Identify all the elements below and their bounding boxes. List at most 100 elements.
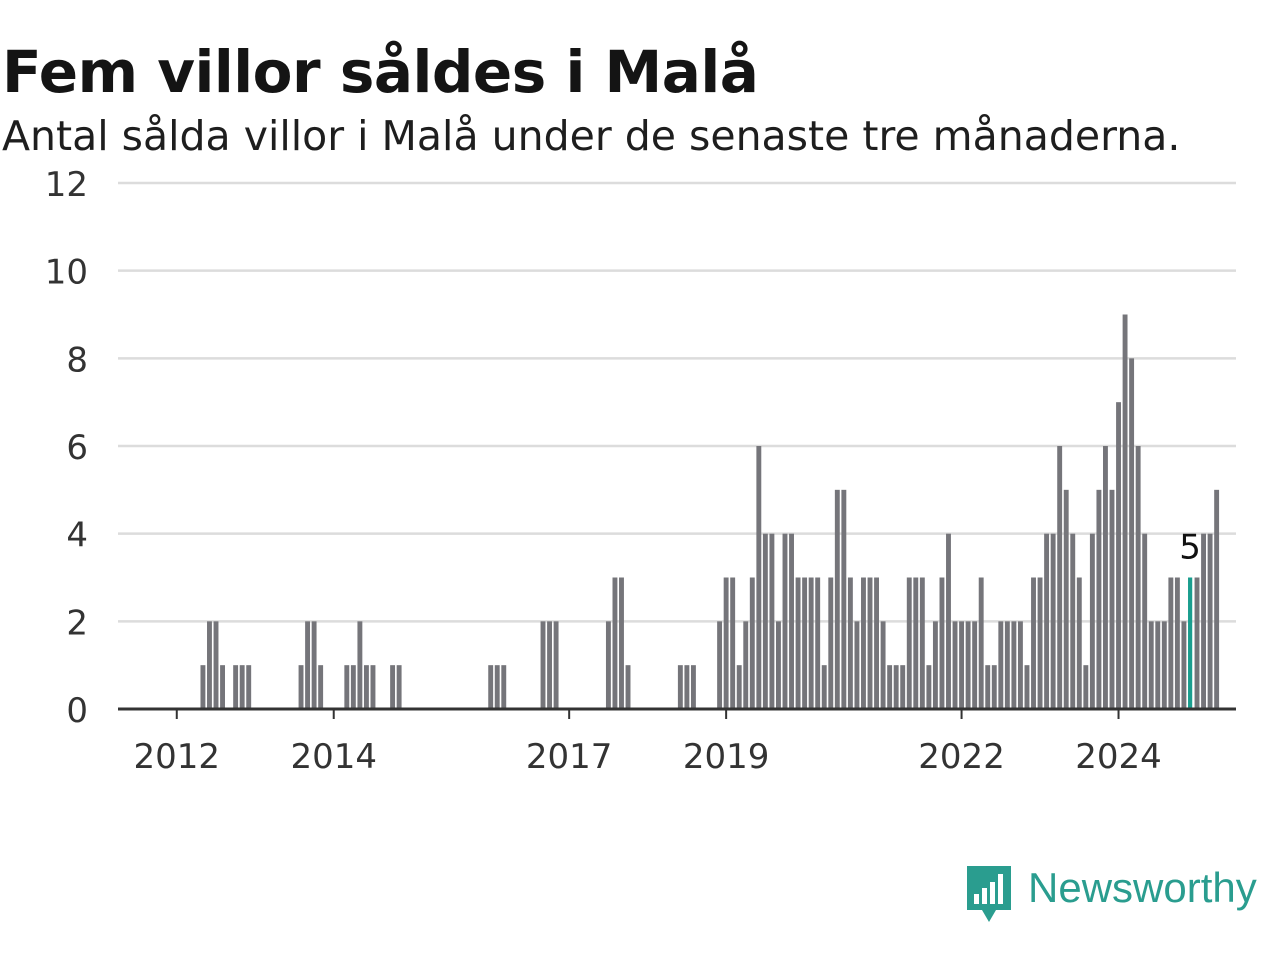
bar (874, 577, 879, 709)
bar (246, 665, 252, 709)
brand-logo: Newsworthy (964, 864, 1257, 926)
highlight-value-label: 5 (1179, 528, 1201, 568)
bar (1194, 577, 1200, 709)
bar (677, 665, 683, 709)
bar (932, 621, 938, 709)
bar (880, 621, 886, 709)
bar (815, 577, 821, 709)
bar-chart: 0 2 4 6 8 10 12 2012 2014 2017 2019 2022 2024 5 (45, 165, 1236, 777)
bar (625, 665, 631, 709)
bar (357, 621, 363, 709)
x-tick-label: 2024 (1075, 737, 1162, 777)
bar (959, 621, 965, 709)
bar (1103, 446, 1108, 709)
bar (1161, 621, 1167, 709)
bar (952, 621, 958, 709)
bar (684, 665, 690, 709)
bar (946, 533, 951, 709)
bar (730, 577, 736, 709)
chart-title: Fem villor såldes i Malå (2, 38, 759, 106)
y-tick-label: 6 (66, 428, 88, 468)
bar (200, 665, 206, 709)
bar (1148, 621, 1154, 709)
bar (396, 665, 402, 709)
bar (965, 621, 971, 709)
bar (893, 665, 899, 709)
bar (795, 577, 801, 709)
bar (841, 489, 847, 709)
bar (854, 621, 860, 709)
bar (619, 577, 624, 709)
bar (1207, 533, 1213, 709)
y-tick-label: 4 (66, 516, 88, 556)
bar (1057, 446, 1063, 709)
bar (978, 577, 984, 709)
bar (1011, 621, 1017, 709)
y-tick-label: 0 (66, 691, 88, 731)
bar (612, 577, 618, 709)
bar (723, 577, 729, 709)
bar (782, 533, 788, 709)
bar (1109, 489, 1115, 709)
bar (305, 621, 311, 709)
bar (1181, 621, 1187, 709)
bar (363, 665, 369, 709)
bar (1076, 577, 1082, 709)
bar (1214, 489, 1220, 709)
bar (939, 577, 945, 709)
bar (867, 577, 873, 709)
bar (998, 621, 1004, 709)
bar (991, 665, 997, 709)
bar (1142, 533, 1148, 709)
bar (887, 665, 893, 709)
bar (213, 621, 219, 709)
bar (233, 665, 239, 709)
bar (769, 533, 775, 709)
bar (900, 665, 906, 709)
x-tick-label: 2019 (683, 737, 770, 777)
chart-subtitle: Antal sålda villor i Malå under de senas… (2, 112, 1181, 160)
bar (717, 621, 723, 709)
bar (821, 665, 827, 709)
bar (808, 577, 814, 709)
bar (488, 665, 494, 709)
x-tick-label: 2017 (526, 737, 613, 777)
bar (789, 533, 794, 709)
bar (1096, 489, 1102, 709)
bar (553, 621, 559, 709)
x-tick-label: 2012 (134, 737, 221, 777)
bar (802, 577, 808, 709)
bar (1037, 577, 1043, 709)
bar (1201, 533, 1206, 709)
bar (913, 577, 919, 709)
bar (390, 665, 396, 709)
y-tick-label: 2 (66, 603, 88, 643)
x-tick-label: 2022 (918, 737, 1005, 777)
bar (494, 665, 500, 709)
gridlines (118, 181, 1236, 623)
bar (540, 621, 546, 709)
annotations: 5 (1179, 528, 1201, 568)
bar (1129, 358, 1135, 709)
bar (344, 665, 350, 709)
x-tick-label: 2014 (290, 737, 377, 777)
bar (749, 577, 755, 709)
bar (834, 489, 840, 709)
bar (1135, 446, 1141, 709)
y-axis-tick-labels: 0 2 4 6 8 10 12 (45, 165, 88, 731)
bar (1070, 533, 1076, 709)
bar (736, 665, 742, 709)
bars (200, 314, 1220, 709)
bar (311, 621, 317, 709)
bar (985, 665, 991, 709)
bar (605, 621, 611, 709)
bar (1031, 577, 1036, 709)
bar (1050, 533, 1056, 709)
bar (972, 621, 978, 709)
bar (207, 621, 212, 709)
bar (1174, 577, 1180, 709)
bar (1122, 314, 1128, 709)
y-tick-label: 12 (45, 165, 88, 205)
bar (743, 621, 749, 709)
bar (1155, 621, 1161, 709)
